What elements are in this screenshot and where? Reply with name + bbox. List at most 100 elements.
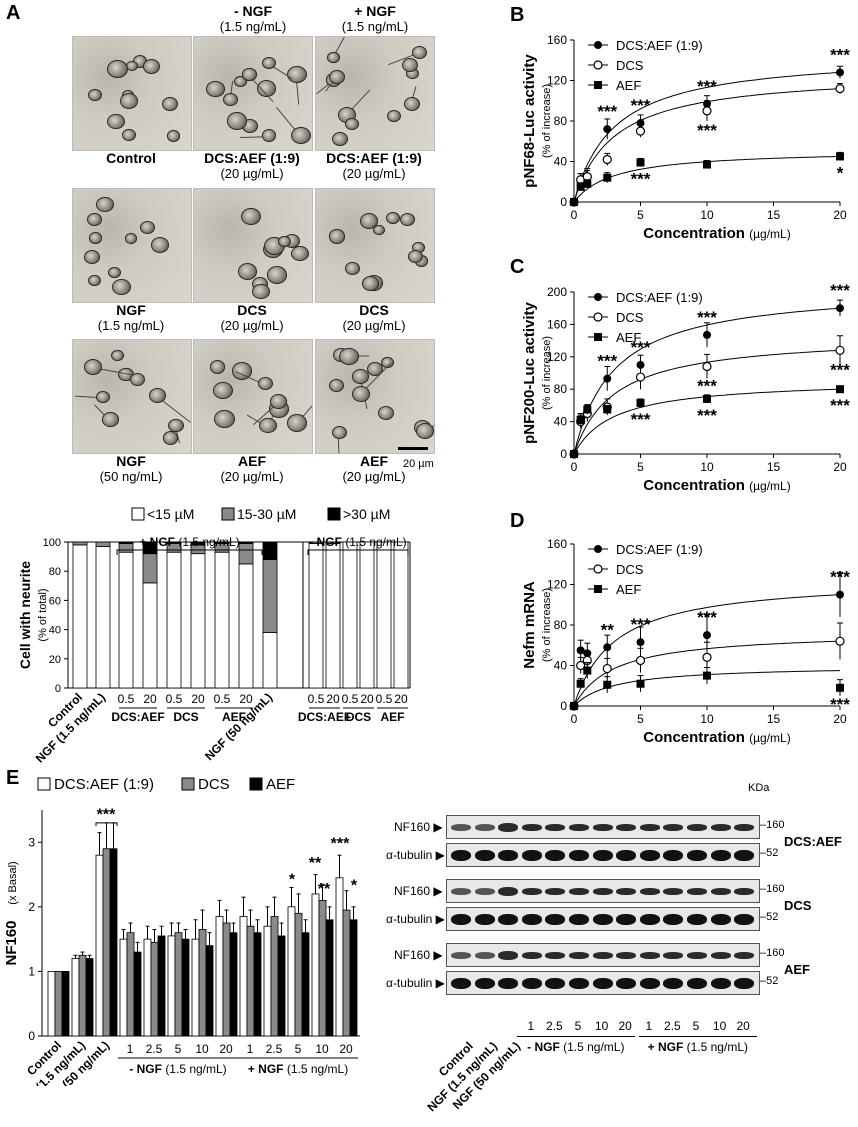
micrograph-image: [193, 188, 313, 303]
y-tick-label: 80: [49, 566, 61, 578]
cell: [372, 224, 385, 236]
micrograph-label: DCS (20 µg/mL): [220, 302, 284, 334]
significance-label: ***: [697, 406, 717, 425]
data-point: [636, 398, 645, 407]
bar: [174, 932, 183, 1037]
blot-band: [663, 951, 684, 959]
bar: [222, 922, 231, 1037]
lane-label: 20: [736, 1019, 750, 1033]
significance-label: ***: [631, 615, 651, 634]
cell: [415, 422, 434, 439]
bar: [191, 938, 200, 1037]
bar: [311, 893, 320, 1037]
blot-band: [734, 849, 755, 861]
legend-marker: [594, 81, 602, 89]
y-axis-unit: (% of increase): [541, 336, 553, 410]
cell: [404, 96, 421, 111]
micrograph-image: [72, 339, 192, 454]
blot-band: [545, 913, 566, 925]
legend-label: >30 µM: [343, 506, 390, 522]
bar: [263, 925, 272, 1037]
cell: [286, 414, 308, 432]
blot-band: [734, 887, 755, 895]
blot-band: [521, 913, 542, 925]
blot-band: [498, 822, 519, 832]
nefm-mrna-chart: 0 40 80 120 160 0 5 10 15 20 Nefm mRNA (% of increa…: [521, 537, 850, 746]
cell: [240, 207, 261, 225]
data-point: [583, 179, 592, 188]
legend-label: DCS:AEF (1:9): [616, 542, 703, 557]
blot-band: [663, 887, 684, 895]
sub-group-label: AEF: [381, 710, 405, 724]
western-blots: KDa NF160 ▶ –160 DCS:AEF α-tubulin ▶ –52 NF160…: [380, 782, 858, 1114]
data-point: [602, 663, 612, 674]
cell: [139, 220, 156, 234]
data-point: [570, 450, 578, 458]
x-tick-label: 15: [767, 712, 781, 726]
micrograph-image: [193, 339, 313, 454]
cell: [291, 126, 311, 144]
blot-band: [734, 913, 755, 925]
cell: [87, 213, 103, 227]
x-tick-label: 2.5: [266, 1042, 283, 1056]
micrograph-label: NGF (1.5 ng/mL): [97, 302, 165, 334]
cell: [161, 96, 178, 111]
y-tick-label: 160: [547, 33, 567, 47]
blot-row-label: α-tubulin ▶: [386, 976, 445, 990]
significance-label: ***: [830, 282, 850, 300]
bar: [85, 958, 94, 1037]
data-point: [576, 679, 585, 688]
micrograph-label: Control: [106, 150, 156, 166]
cell: [88, 232, 102, 244]
x-tick-label: 5: [637, 208, 644, 222]
cell: [210, 360, 226, 374]
data-point: [836, 590, 844, 599]
x-tick-label: 0.5: [214, 692, 231, 706]
sub-group-label: DCS:AEF: [111, 710, 164, 724]
cell: [278, 235, 291, 247]
blot-row-label: NF160 ▶: [394, 884, 443, 898]
bar-segment: [95, 545, 111, 689]
legend-label: AEF: [616, 330, 641, 345]
blot-row-label: NF160 ▶: [394, 820, 443, 834]
cell: [386, 211, 401, 224]
y-tick-label: 80: [554, 114, 568, 128]
bar: [349, 919, 358, 1037]
y-axis-label: Cell with neurite: [17, 561, 33, 669]
fit-curve: [573, 71, 841, 203]
blot-band: [521, 849, 542, 861]
data-point: [702, 361, 712, 372]
scale-bar-label: 20 µm: [403, 458, 434, 470]
blot-band: [521, 823, 542, 831]
bar-segment: [118, 541, 134, 544]
bar: [54, 971, 63, 1037]
legend-marker: [593, 564, 603, 574]
bar: [277, 935, 286, 1037]
legend-label: DCS:AEF (1:9): [616, 38, 703, 53]
bar: [133, 951, 142, 1037]
cell: [88, 274, 101, 286]
bar: [126, 932, 135, 1037]
blot-band: [710, 823, 731, 831]
blot-band: [592, 887, 613, 895]
cell: [258, 377, 274, 391]
cell: [96, 197, 114, 213]
cell: [150, 236, 170, 253]
blot-band: [545, 823, 566, 831]
cell: [223, 93, 239, 107]
blot-band: [592, 849, 613, 861]
y-tick-label: 160: [547, 537, 567, 551]
bar: [95, 854, 104, 1037]
significance-label: ***: [830, 360, 850, 379]
y-tick-label: 0: [560, 447, 567, 461]
micrograph-image: [72, 188, 192, 303]
blot-band: [710, 913, 731, 925]
cell: [339, 348, 359, 366]
bar: [61, 971, 70, 1037]
x-tick-label: 20: [191, 692, 205, 706]
bar: [102, 848, 111, 1037]
y-tick-label: 120: [547, 350, 567, 364]
bar-segment: [262, 541, 278, 560]
x-tick-label: 10: [700, 208, 714, 222]
bar: [167, 935, 176, 1037]
